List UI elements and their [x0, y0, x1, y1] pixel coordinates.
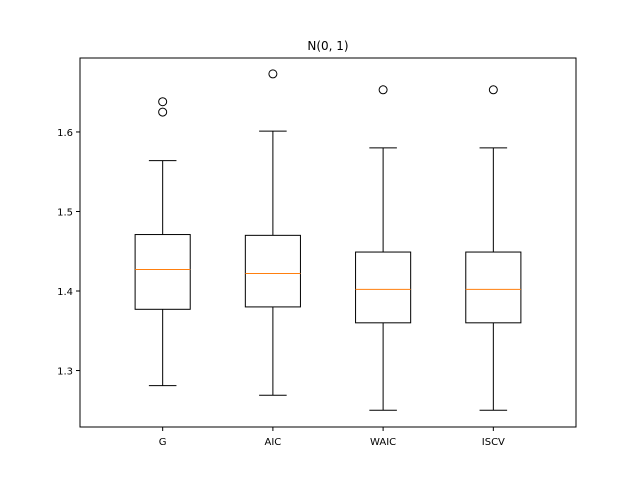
- box-group: [134, 97, 191, 387]
- outlier-point: [158, 107, 168, 117]
- x-tick-label: ISCV: [482, 437, 505, 448]
- box-group: [355, 85, 412, 411]
- x-tick-label: WAIC: [370, 437, 396, 448]
- x-axis: G AIC WAIC ISCV: [159, 427, 505, 448]
- outlier-point: [378, 85, 388, 95]
- y-tick-label: 1.6: [57, 128, 73, 139]
- y-axis: 1.3 1.4 1.5 1.6: [57, 128, 80, 378]
- y-tick-label: 1.5: [57, 207, 73, 218]
- outlier-point: [268, 69, 278, 79]
- chart-title: N(0, 1): [307, 39, 348, 53]
- plot-frame: [79, 57, 577, 428]
- outlier-point: [158, 97, 168, 107]
- box-marks: [134, 69, 522, 411]
- y-tick-label: 1.3: [57, 367, 73, 378]
- outlier-point: [488, 85, 498, 95]
- x-tick-label: G: [159, 437, 167, 448]
- x-tick-label: AIC: [264, 437, 281, 448]
- y-tick-label: 1.4: [57, 287, 73, 298]
- box: [134, 234, 191, 310]
- box-group: [465, 85, 522, 411]
- box: [465, 251, 522, 324]
- box: [355, 251, 412, 324]
- box-group: [244, 69, 301, 396]
- plot-background: [80, 58, 576, 427]
- box: [244, 234, 301, 308]
